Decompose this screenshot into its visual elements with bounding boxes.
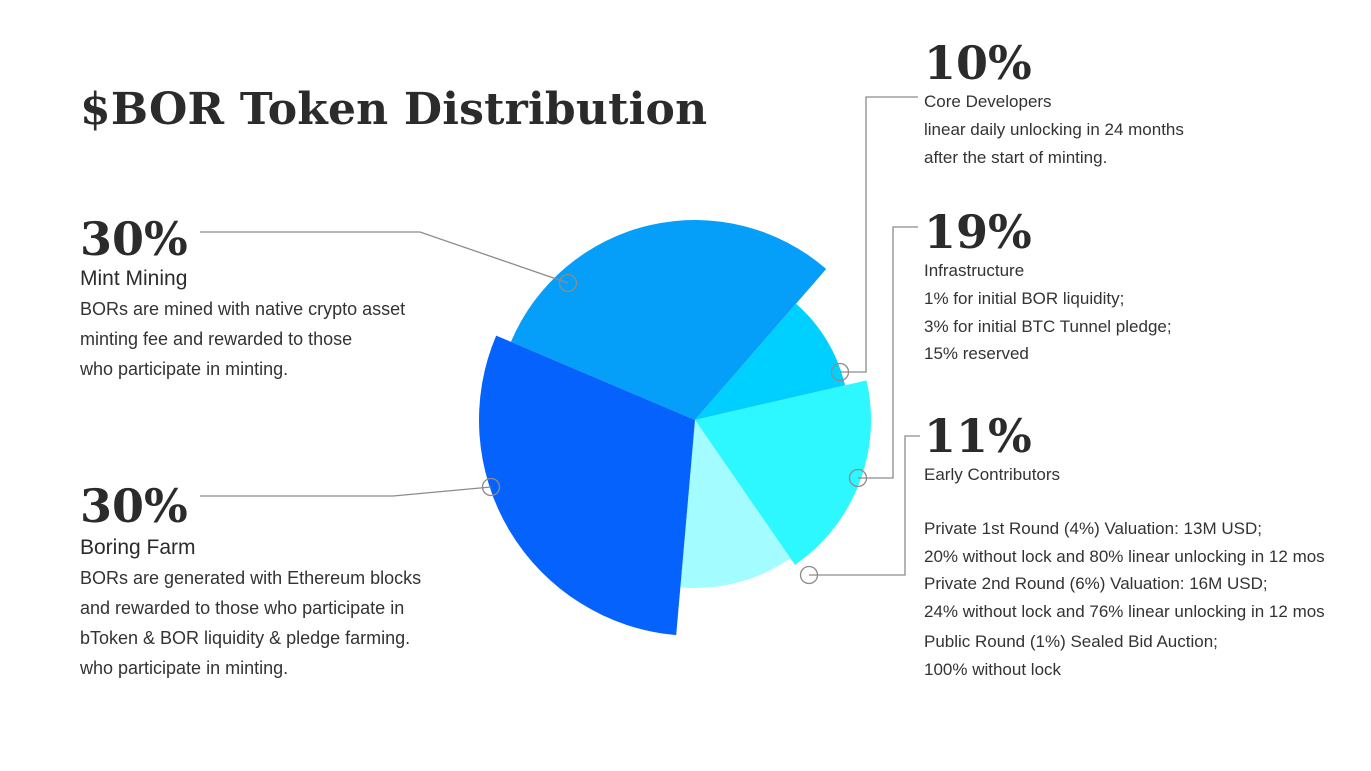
- mint-mining-leader-line: [200, 231, 569, 284]
- mint-mining-label: Mint Mining: [80, 267, 188, 290]
- boring-farm-desc-2: and rewarded to those who participate in: [80, 598, 405, 618]
- infrastructure-leader-line: [858, 226, 918, 479]
- boring-farm-desc-1: BORs are generated with Ethereum blocks: [80, 568, 422, 588]
- mint-mining-block: Mint Mining BORs are mined with native c…: [80, 264, 405, 384]
- chart-title: $BOR Token Distribution: [80, 84, 708, 135]
- core-developers-desc-1: linear daily unlocking in 24 months: [924, 120, 1184, 139]
- boring-farm-desc-4: who participate in minting.: [80, 658, 289, 678]
- boring-farm-desc-3: bToken & BOR liquidity & pledge farming.: [80, 628, 411, 648]
- pie-slice-mint-mining: [510, 220, 827, 420]
- infrastructure-desc-1: 1% for initial BOR liquidity;: [924, 289, 1125, 308]
- early-contributors-desc-2: 20% without lock and 80% linear unlockin…: [924, 546, 1325, 566]
- early-contributors-percent: 11%: [924, 409, 1032, 463]
- pie-slice-core-developers: [695, 303, 846, 420]
- mint-mining-marker: [558, 273, 578, 293]
- core-developers-desc-2: after the start of minting.: [924, 147, 1108, 167]
- infrastructure-block: Infrastructure 1% for initial BOR liquid…: [924, 257, 1172, 368]
- mint-mining-desc-1: BORs are mined with native crypto asset: [80, 299, 406, 319]
- early-contributors-desc-1: Private 1st Round (4%) Valuation: 13M US…: [924, 519, 1262, 538]
- mint-mining-desc-2: minting fee and rewarded to those: [80, 329, 353, 349]
- early-contributors-desc-5: Public Round (1%) Sealed Bid Auction;: [924, 632, 1218, 651]
- core-developers-percent: 10%: [924, 36, 1032, 90]
- early-contributors-block: Early Contributors Private 1st Round (4%…: [924, 461, 1325, 683]
- pie-slice-infrastructure: [695, 380, 872, 565]
- early-contributors-label: Early Contributors: [924, 465, 1061, 484]
- early-contributors-desc-3: Private 2nd Round (6%) Valuation: 16M US…: [924, 574, 1268, 593]
- infrastructure-percent: 19%: [924, 205, 1032, 259]
- infrastructure-desc-3: 15% reserved: [924, 344, 1029, 363]
- infrastructure-label: Infrastructure: [924, 261, 1025, 280]
- infrastructure-marker: [848, 468, 868, 488]
- core-developers-leader-line: [840, 96, 918, 373]
- core-developers-label: Core Developers: [924, 92, 1052, 111]
- early-contributors-desc-6: 100% without lock: [924, 659, 1062, 679]
- mint-mining-percent: 30%: [80, 212, 188, 266]
- pie-slice-early-contributors: [680, 420, 791, 589]
- early-contributors-leader-line: [809, 435, 920, 576]
- boring-farm-marker: [481, 477, 501, 497]
- boring-farm-block: Boring Farm BORs are generated with Ethe…: [80, 533, 421, 683]
- pie-slice-boring-farm: [479, 335, 695, 636]
- infrastructure-desc-2: 3% for initial BTC Tunnel pledge;: [924, 316, 1172, 336]
- core-developers-marker: [830, 362, 850, 382]
- early-contributors-desc-4: 24% without lock and 76% linear unlockin…: [924, 601, 1325, 621]
- mint-mining-desc-3: who participate in minting.: [80, 359, 289, 379]
- boring-farm-leader-line: [200, 486, 492, 497]
- boring-farm-percent: 30%: [80, 479, 188, 533]
- early-contributors-marker: [799, 565, 819, 585]
- boring-farm-label: Boring Farm: [80, 536, 196, 559]
- core-developers-block: Core Developers linear daily unlocking i…: [924, 88, 1184, 171]
